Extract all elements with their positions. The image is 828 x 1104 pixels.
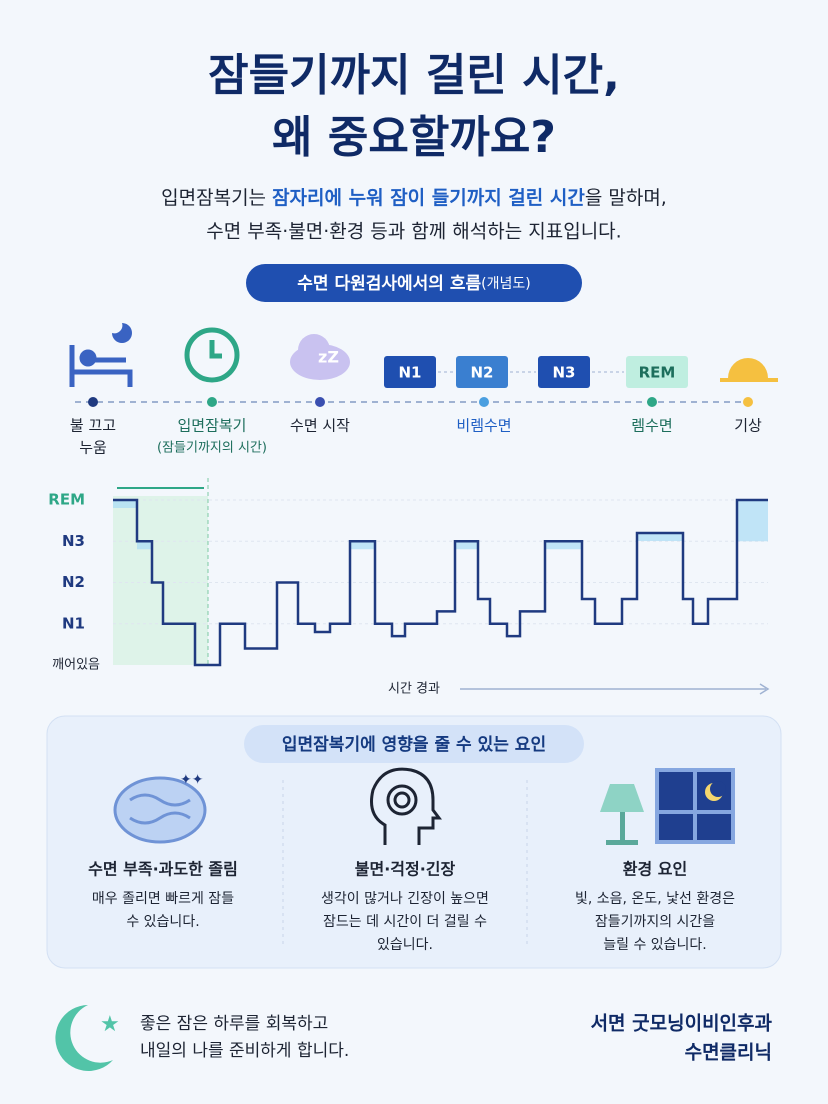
clock-icon bbox=[184, 327, 240, 383]
factor-text: 잠드는 데 시간이 더 걸릴 수 bbox=[323, 914, 487, 930]
x-label: 시간 경과 bbox=[388, 682, 440, 697]
intro: 입면잠복기는 잠자리에 누워 잠이 들기까지 걸린 시간을 말하며, bbox=[161, 187, 667, 209]
factor-text: 수 있습니다. bbox=[126, 914, 199, 930]
title: 왜 중요할까요? bbox=[272, 112, 556, 163]
stage-box bbox=[626, 356, 688, 388]
timeline-dot bbox=[479, 397, 489, 407]
rem-shade bbox=[350, 541, 375, 550]
cloud-icon: zZ bbox=[290, 334, 350, 380]
stars: ✦✦ bbox=[180, 772, 204, 788]
hypnogram-line bbox=[113, 498, 768, 667]
rem-shade bbox=[737, 500, 768, 542]
factor-title: 수면 부족·과도한 졸림 bbox=[88, 860, 238, 879]
factor-text: 생각이 많거나 긴장이 높으면 bbox=[321, 891, 489, 907]
rem-shade bbox=[455, 541, 478, 550]
head-icon bbox=[370, 767, 442, 845]
brain-icon: ✦✦ bbox=[113, 772, 207, 844]
stage-label: N2 bbox=[471, 364, 494, 382]
factor-title: 불면·걱정·긴장 bbox=[355, 860, 456, 879]
factors-panel bbox=[46, 715, 782, 969]
x-arrowhead bbox=[759, 683, 770, 695]
clinic-name: 수면클리닉 bbox=[685, 1042, 772, 1064]
sun-icon bbox=[720, 358, 778, 382]
badge-main: 수면 다원검사에서의 흐름 bbox=[297, 274, 481, 294]
timeline-dot bbox=[207, 397, 217, 407]
factors-badge bbox=[244, 725, 584, 763]
y-label: N3 bbox=[62, 532, 85, 550]
factors-title: 입면잠복기에 영향을 줄 수 있는 요인 bbox=[282, 734, 546, 755]
intro-part: 을 말하며, bbox=[585, 187, 667, 209]
intro: 수면 부족·불면·환경 등과 함께 해석하는 지표입니다. bbox=[206, 221, 621, 243]
y-label: 깨어있음 bbox=[52, 658, 100, 673]
factor-title: 환경 요인 bbox=[623, 860, 687, 879]
factor-text: 빛, 소음, 온도, 낯선 환경은 bbox=[575, 891, 735, 907]
stage-label: N1 bbox=[399, 364, 422, 382]
y-label: REM bbox=[48, 491, 85, 509]
timeline-dot bbox=[88, 397, 98, 407]
rem-shade bbox=[637, 533, 683, 541]
timeline-label: 수면 시작 bbox=[290, 417, 350, 435]
timeline-label: 입면잠복기 bbox=[177, 417, 246, 435]
stage-label: REM bbox=[639, 364, 676, 382]
intro-highlight: 잠자리에 누워 잠이 들기까지 걸린 시간 bbox=[272, 187, 585, 209]
badge-sub: (개념도) bbox=[481, 276, 531, 292]
timeline-label: 비렘수면 bbox=[456, 417, 511, 435]
factor-text: 매우 졸리면 빠르게 잠들 bbox=[92, 891, 234, 907]
stage-box bbox=[456, 356, 508, 388]
badge bbox=[246, 264, 582, 302]
timeline-label: 누움 bbox=[79, 439, 107, 457]
timeline-label: 불 끄고 bbox=[70, 417, 116, 435]
y-label: N1 bbox=[62, 614, 85, 632]
moon-icon: ★ bbox=[55, 1005, 120, 1071]
window-icon bbox=[655, 768, 735, 844]
stage-box bbox=[384, 356, 436, 388]
timeline-dot bbox=[743, 397, 753, 407]
timeline-dot bbox=[315, 397, 325, 407]
clinic-name: 서면 굿모닝이비인후과 bbox=[591, 1013, 773, 1035]
rem-shade bbox=[545, 541, 582, 550]
footer-message: 내일의 나를 준비하게 합니다. bbox=[140, 1041, 349, 1061]
stage-box bbox=[538, 356, 590, 388]
lamp-icon bbox=[600, 784, 644, 845]
factor-text: 늘릴 수 있습니다. bbox=[603, 937, 707, 953]
star: ★ bbox=[100, 1012, 120, 1037]
badge-text: 수면 다원검사에서의 흐름(개념도) bbox=[297, 274, 530, 294]
y-label: N2 bbox=[62, 573, 85, 591]
timeline-label: 기상 bbox=[734, 417, 762, 435]
bed-icon bbox=[69, 323, 133, 387]
timeline-dot bbox=[647, 397, 657, 407]
stage-label: N3 bbox=[553, 364, 576, 382]
footer-message: 좋은 잠은 하루를 회복하고 bbox=[140, 1014, 328, 1034]
timeline-label: (잠들기까지의 시간) bbox=[157, 441, 267, 456]
rem-shade bbox=[113, 500, 137, 508]
factor-text: 잠들기까지의 시간을 bbox=[595, 914, 715, 930]
intro-part: 입면잠복기는 bbox=[161, 187, 272, 209]
zz: zZ bbox=[318, 348, 339, 367]
latency-shade bbox=[113, 496, 208, 665]
title: 잠들기까지 걸린 시간, bbox=[208, 50, 620, 101]
timeline-label: 렘수면 bbox=[631, 417, 672, 435]
factor-text: 있습니다. bbox=[377, 937, 433, 953]
rem-shade bbox=[137, 541, 152, 550]
